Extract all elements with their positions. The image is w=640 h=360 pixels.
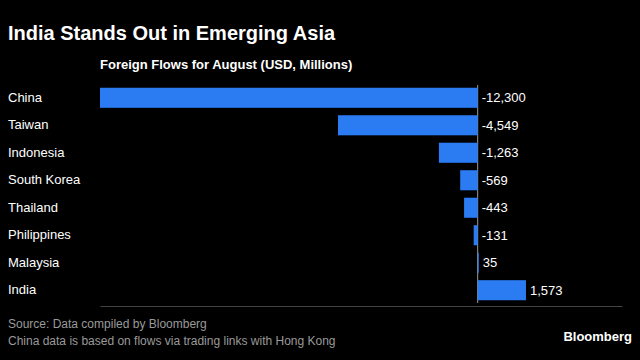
data-labels: -12,300 -4,549 -1,263 -569 -443 -131 35 1,573 — [482, 90, 563, 297]
bar — [464, 198, 478, 218]
bar — [439, 143, 478, 163]
bar — [460, 170, 477, 190]
chart: India Stands Out in Emerging Asia Foreign… — [0, 0, 640, 360]
y-tick: Thailand — [8, 200, 58, 215]
y-tick: China — [8, 90, 43, 105]
y-tick: Malaysia — [8, 255, 60, 270]
subtitle: Foreign Flows for August (USD, Millions) — [100, 57, 352, 72]
credit: Bloomberg — [563, 329, 632, 344]
data-label: -1,263 — [482, 145, 519, 160]
category-label: South Korea — [8, 172, 81, 187]
bars — [100, 88, 526, 301]
bar — [478, 253, 479, 273]
source: Source: Data compiled by Bloomberg — [8, 317, 207, 331]
category-label: China — [8, 90, 43, 105]
category-label: Philippines — [8, 227, 71, 242]
bar — [478, 280, 526, 300]
bar — [100, 88, 478, 108]
category-label: Taiwan — [8, 117, 48, 132]
note: China data is based on flows via trading… — [8, 334, 336, 348]
title: India Stands Out in Emerging Asia — [8, 22, 336, 44]
background — [0, 0, 640, 360]
y-tick: South Korea — [8, 172, 81, 187]
data-label: -131 — [482, 228, 508, 243]
x-axis-line — [101, 306, 623, 307]
category-label: India — [8, 282, 37, 297]
y-tick: Indonesia — [8, 145, 65, 160]
y-tick: Philippines — [8, 227, 71, 242]
data-label: -4,549 — [482, 118, 519, 133]
y-tick: Taiwan — [8, 117, 48, 132]
category-label: Malaysia — [8, 255, 60, 270]
data-label: 1,573 — [530, 283, 563, 298]
bar — [338, 115, 478, 135]
data-label: 35 — [483, 255, 497, 270]
category-label: Indonesia — [8, 145, 65, 160]
category-label: Thailand — [8, 200, 58, 215]
x-axis — [101, 306, 623, 308]
data-label: -12,300 — [482, 90, 526, 105]
y-tick: India — [8, 282, 37, 297]
data-label: -443 — [482, 200, 508, 215]
bar — [474, 225, 478, 245]
data-label: -569 — [482, 173, 508, 188]
y-axis: China Taiwan Indonesia South Korea Thailand P… — [8, 90, 81, 297]
